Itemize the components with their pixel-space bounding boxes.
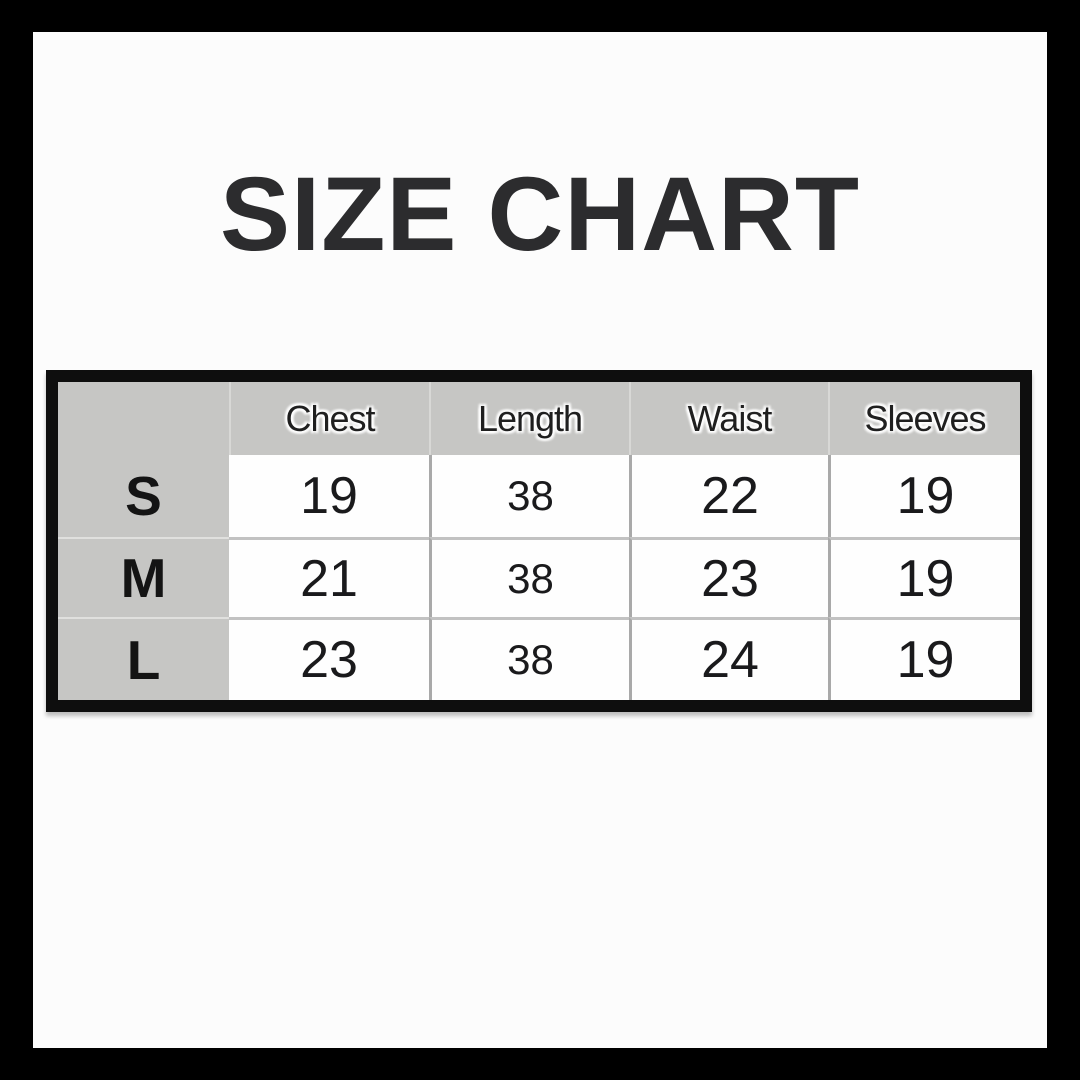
size-label-l: L [58, 617, 229, 700]
size-label-m: M [58, 537, 229, 617]
header-cell-size-blank [58, 382, 229, 455]
cell-s-chest: 19 [229, 455, 429, 537]
cell-m-waist: 23 [629, 537, 828, 617]
cell-l-chest: 23 [229, 617, 429, 700]
cell-s-length: 38 [429, 455, 629, 537]
size-chart-table: Chest Length Waist Sleeves S 19 38 22 19… [46, 370, 1032, 712]
header-cell-waist: Waist [629, 382, 828, 455]
cell-m-sleeves: 19 [828, 537, 1020, 617]
cell-l-waist: 24 [629, 617, 828, 700]
cell-l-length: 38 [429, 617, 629, 700]
size-label-s: S [58, 455, 229, 537]
cell-m-chest: 21 [229, 537, 429, 617]
header-cell-length: Length [429, 382, 629, 455]
page-title: SIZE CHART [220, 156, 860, 273]
cell-l-sleeves: 19 [828, 617, 1020, 700]
header-cell-chest: Chest [229, 382, 429, 455]
cell-s-waist: 22 [629, 455, 828, 537]
header-cell-sleeves: Sleeves [828, 382, 1020, 455]
cell-m-length: 38 [429, 537, 629, 617]
cell-s-sleeves: 19 [828, 455, 1020, 537]
content-canvas: SIZE CHART Chest Length Waist Sleeves S … [33, 32, 1047, 1048]
